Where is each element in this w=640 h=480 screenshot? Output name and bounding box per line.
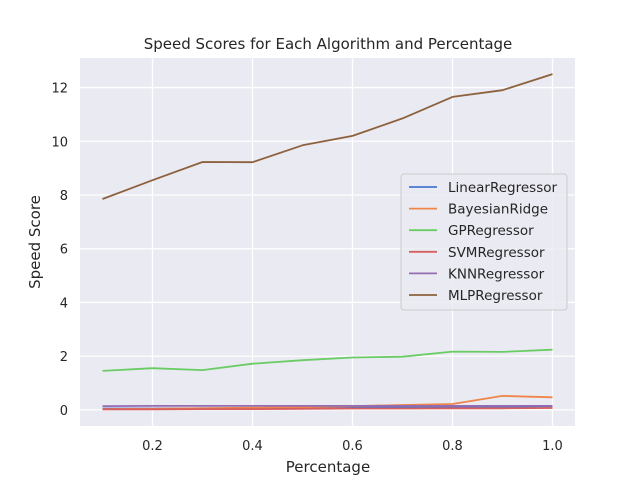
- series-line-mlpregressor: [102, 73, 553, 200]
- y-axis-label: Speed Score: [26, 195, 44, 289]
- y-tick-label: 8: [60, 189, 68, 204]
- x-tick-label: 0.6: [342, 439, 363, 454]
- legend-label: KNNRegressor: [448, 266, 545, 282]
- x-tick-label: 0.8: [442, 439, 463, 454]
- y-tick-labels: 0 2 4 6 8 10 12: [51, 82, 68, 419]
- legend-label: BayesianRidge: [448, 202, 548, 218]
- legend-label: MLPRegressor: [448, 288, 543, 304]
- x-axis-label: Percentage: [286, 458, 370, 476]
- legend-label: SVMRegressor: [448, 245, 545, 261]
- x-tick-label: 1.0: [542, 439, 563, 454]
- series-line-svmregressor: [102, 407, 553, 411]
- series-lines: [102, 73, 553, 411]
- y-tick-label: 0: [60, 404, 68, 419]
- legend-box: [400, 173, 568, 311]
- x-tick-label: 0.2: [142, 439, 163, 454]
- series-line-gpregressor: [102, 348, 553, 372]
- legend: LinearRegressor BayesianRidge GPRegressor S…: [400, 173, 568, 311]
- x-tick-label: 0.4: [242, 439, 263, 454]
- legend-label: LinearRegressor: [448, 180, 557, 196]
- chart-title: Speed Scores for Each Algorithm and Perc…: [144, 35, 513, 53]
- x-tick-labels: 0.2 0.4 0.6 0.8 1.0: [142, 439, 563, 454]
- y-tick-label: 10: [51, 135, 68, 150]
- y-tick-label: 2: [60, 350, 68, 365]
- y-tick-label: 6: [60, 243, 68, 258]
- y-tick-label: 4: [60, 296, 68, 311]
- legend-label: GPRegressor: [448, 223, 534, 239]
- y-tick-label: 12: [51, 82, 68, 97]
